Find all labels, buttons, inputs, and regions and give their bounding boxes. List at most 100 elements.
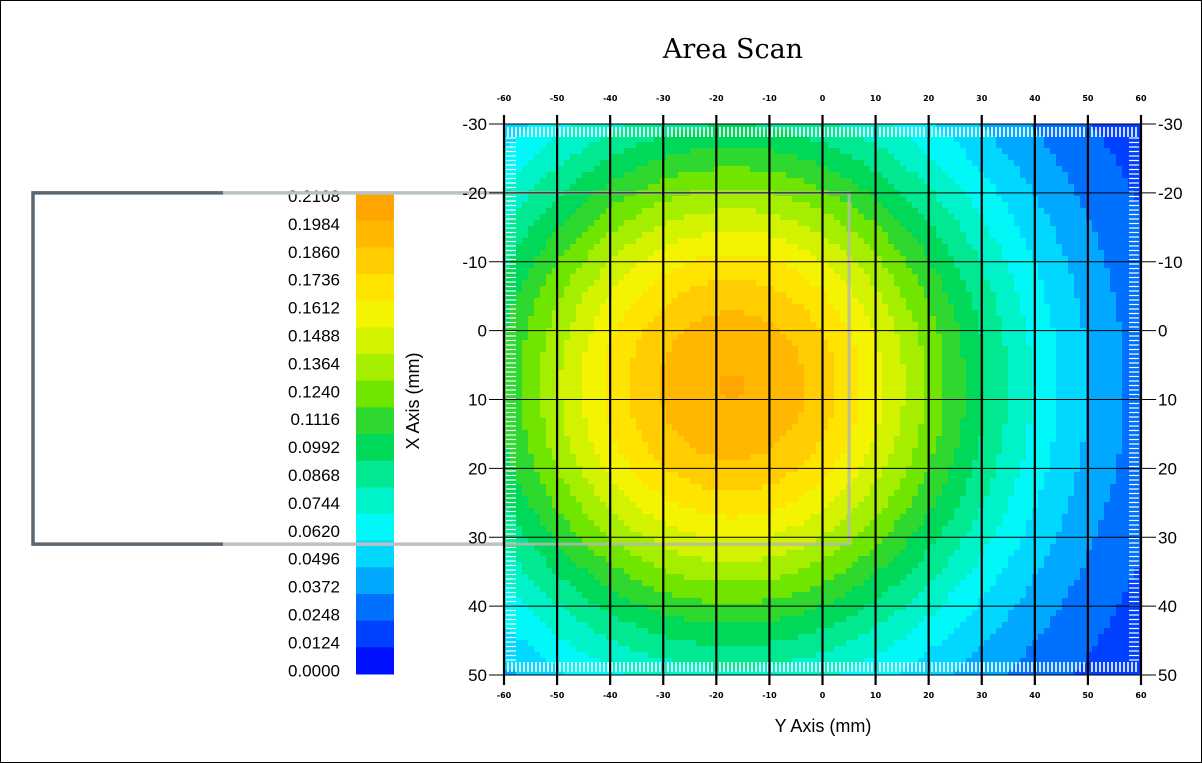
heat-cell	[744, 322, 751, 329]
heat-cell	[534, 424, 541, 431]
heat-cell	[552, 208, 559, 215]
heat-cell	[516, 520, 523, 527]
heat-cell	[684, 466, 691, 473]
heat-cell	[570, 658, 577, 665]
heat-cell	[690, 556, 697, 563]
heat-cell	[534, 532, 541, 539]
heat-cell	[516, 298, 523, 305]
heat-cell	[744, 184, 751, 191]
heat-cell	[600, 220, 607, 227]
heat-cell	[588, 658, 595, 665]
heat-cell	[786, 298, 793, 305]
heat-cell	[774, 448, 781, 455]
heat-cell	[618, 496, 625, 503]
heat-cell	[618, 346, 625, 353]
heat-cell	[540, 274, 547, 281]
heat-cell	[576, 574, 583, 581]
heat-cell	[558, 370, 565, 377]
heat-cell	[636, 574, 643, 581]
heat-cell	[642, 328, 649, 335]
heat-cell	[738, 310, 745, 317]
heat-cell	[702, 658, 709, 665]
heat-cell	[708, 598, 715, 605]
heat-cell	[750, 340, 757, 347]
heat-cell	[696, 430, 703, 437]
heat-cell	[684, 358, 691, 365]
heat-cell	[636, 454, 643, 461]
heat-cell	[546, 652, 553, 659]
heat-cell	[666, 196, 673, 203]
heat-cell	[534, 232, 541, 239]
heat-cell	[690, 274, 697, 281]
heat-cell	[720, 394, 727, 401]
heat-cell	[558, 538, 565, 545]
heat-cell	[786, 238, 793, 245]
heat-cell	[612, 532, 619, 539]
heat-cell	[522, 532, 529, 539]
heat-cell	[534, 382, 541, 389]
heat-cell	[666, 130, 673, 137]
heat-cell	[534, 640, 541, 647]
heat-cell	[774, 226, 781, 233]
heat-cell	[510, 208, 517, 215]
heat-cell	[786, 214, 793, 221]
heat-cell	[522, 604, 529, 611]
heat-cell	[672, 586, 679, 593]
heat-cell	[696, 460, 703, 467]
heat-cell	[528, 472, 535, 479]
heat-cell	[696, 274, 703, 281]
heat-cell	[642, 580, 649, 587]
heat-cell	[522, 130, 529, 137]
heat-cell	[822, 136, 829, 143]
heat-cell	[702, 388, 709, 395]
heat-cell	[780, 214, 787, 221]
heat-cell	[570, 514, 577, 521]
heat-cell	[594, 622, 601, 629]
heat-cell	[690, 418, 697, 425]
heat-cell	[696, 148, 703, 155]
heat-cell	[630, 238, 637, 245]
heat-cell	[666, 160, 673, 167]
heat-cell	[648, 430, 655, 437]
heat-cell	[822, 478, 829, 485]
heat-cell	[738, 316, 745, 323]
heat-cell	[708, 244, 715, 251]
heat-cell	[780, 154, 787, 161]
heat-cell	[510, 280, 517, 287]
heat-cell	[738, 166, 745, 173]
heat-cell	[570, 244, 577, 251]
heat-cell	[558, 628, 565, 635]
heat-cell	[690, 664, 697, 671]
heat-cell	[648, 274, 655, 281]
heat-cell	[726, 136, 733, 143]
heat-cell	[810, 418, 817, 425]
heat-cell	[690, 250, 697, 257]
heat-cell	[786, 484, 793, 491]
heat-cell	[672, 250, 679, 257]
heat-cell	[822, 436, 829, 443]
heat-cell	[738, 436, 745, 443]
heat-cell	[780, 316, 787, 323]
heat-cell	[582, 322, 589, 329]
heat-cell	[612, 310, 619, 317]
heat-cell	[720, 634, 727, 641]
heat-cell	[648, 244, 655, 251]
heat-cell	[600, 610, 607, 617]
heat-cell	[666, 358, 673, 365]
heat-cell	[504, 316, 511, 323]
heat-cell	[726, 496, 733, 503]
heat-cell	[630, 514, 637, 521]
heat-cell	[612, 550, 619, 557]
heat-cell	[672, 310, 679, 317]
heat-cell	[534, 154, 541, 161]
heat-cell	[552, 346, 559, 353]
heat-cell	[654, 250, 661, 257]
heat-cell	[654, 316, 661, 323]
heat-cell	[690, 610, 697, 617]
heat-cell	[720, 424, 727, 431]
heat-cell	[570, 292, 577, 299]
heat-cell	[768, 592, 775, 599]
heat-cell	[630, 148, 637, 155]
heat-cell	[648, 586, 655, 593]
heat-cell	[570, 160, 577, 167]
